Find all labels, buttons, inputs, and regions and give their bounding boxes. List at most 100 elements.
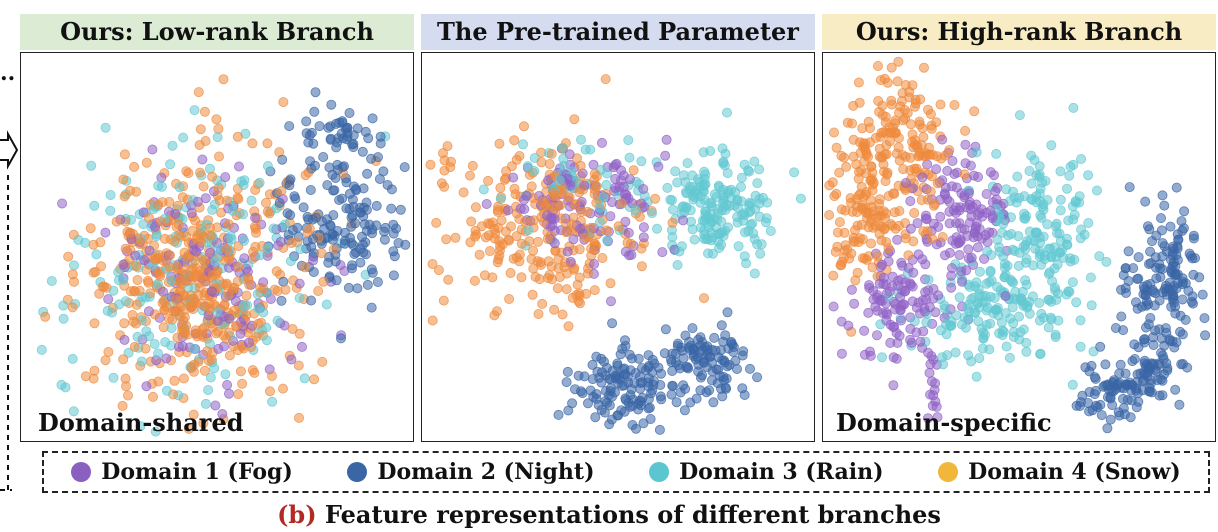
scatter-point-snow [164,261,175,272]
scatter-point-snow [155,216,166,227]
scatter-point-night [360,237,371,248]
legend-marker-rain [649,462,670,482]
scatter-point-rain [1061,233,1072,244]
scatter-point-night [1156,347,1167,358]
scatter-point-snow [969,106,980,117]
scatter-point-night [707,366,718,377]
scatter-point-snow [248,246,259,257]
scatter-point-night [307,234,318,245]
scatter-point-snow [129,341,140,352]
scatter-point-snow [489,233,500,244]
scatter-point-night [375,131,386,142]
scatter-point-snow [243,274,254,285]
scatter-point-night [325,220,336,231]
scatter-point-rain [739,159,750,170]
scatter-point-snow [262,206,273,217]
scatter-point-snow [902,108,913,119]
scatter-point-night [337,193,348,204]
scatter-point-snow [591,181,602,192]
scatter-point-snow [848,134,859,145]
scatter-point-fog [828,301,839,312]
scatter-point-fog [657,247,668,258]
scatter-point-snow [140,343,151,354]
scatter-point-night [1197,289,1208,300]
scatter-point-night [644,402,655,413]
scatter-point-snow [625,238,636,249]
scatter-point-rain [719,160,730,171]
scatter-point-rain [630,205,641,216]
scatter-point-rain [941,329,952,340]
scatter-point-night [351,247,362,258]
scatter-point-snow [293,360,304,371]
scatter-point-night [720,382,731,393]
scatter-point-snow [853,77,864,88]
scatter-point-snow [927,233,938,244]
scatter-point-night [702,348,713,359]
scatter-point-night [287,225,298,236]
scatter-point-rain [739,227,750,238]
scatter-point-rain [724,200,735,211]
scatter-point-rain [529,166,540,177]
scatter-point-snow [566,219,577,230]
scatter-point-night [276,295,287,306]
scatter-point-night [1148,339,1159,350]
scatter-point-rain [985,318,996,329]
scatter-point-rain [681,202,692,213]
scatter-point-rain [969,281,980,292]
scatter-point-night [626,353,637,364]
scatter-point-rain [672,259,683,270]
scatter-point-rain [877,352,888,363]
scatter-point-rain [238,180,249,191]
scatter-point-rain [178,132,189,143]
scatter-point-snow [177,322,188,333]
scatter-point-night [1117,393,1128,404]
scatter-point-snow [949,100,960,111]
scatter-point-snow [893,142,904,153]
scatter-point-night [656,394,667,405]
scatter-point-snow [932,178,943,189]
scatter-point-rain [557,142,568,153]
scatter-point-fog [949,169,960,180]
scatter-point-night [1172,254,1183,265]
scatter-point-rain [1061,183,1072,194]
scatter-point-rain [1076,154,1087,165]
scatter-point-rain [623,135,634,146]
scatter-point-rain [209,363,220,374]
scatter-point-rain [989,292,1000,303]
scatter-point-night [329,185,340,196]
scatter-point-night [1159,283,1170,294]
scatter-point-snow [439,155,450,166]
scatter-point-fog [928,218,939,229]
scatter-point-fog [920,306,931,317]
scatter-point-night [382,180,393,191]
scatter-point-fog [992,182,1003,193]
scatter-point-snow [155,271,166,282]
scatter-point-snow [872,251,883,262]
scatter-point-snow [280,284,291,295]
scatter-point-snow [574,272,585,283]
scatter-point-snow [443,274,454,285]
svg-text:..: .. [0,60,15,86]
scatter-point-fog [923,347,934,358]
scatter-point-rain [733,241,744,252]
scatter-point-night [335,333,346,344]
scatter-point-fog [638,232,649,243]
scatter-point-rain [680,186,691,197]
scatter-point-snow [569,114,580,125]
scatter-point-rain [1001,341,1012,352]
panel-title-pretrained: The Pre-trained Parameter [421,14,815,50]
scatter-point-snow [132,274,143,285]
scatter-point-snow [188,409,199,420]
scatter-point-snow [173,219,184,230]
scatter-point-night [562,366,573,377]
scatter-point-snow [836,150,847,161]
scatter-point-snow [867,262,878,273]
scatter-point-snow [131,299,142,310]
scatter-point-fog [596,137,607,148]
scatter-point-snow [830,246,841,257]
scatter-point-night [709,332,720,343]
scatter-point-fog [144,245,155,256]
scatter-point-snow [277,383,288,394]
scatter-point-snow [533,308,544,319]
scatter-point-snow [431,217,442,228]
